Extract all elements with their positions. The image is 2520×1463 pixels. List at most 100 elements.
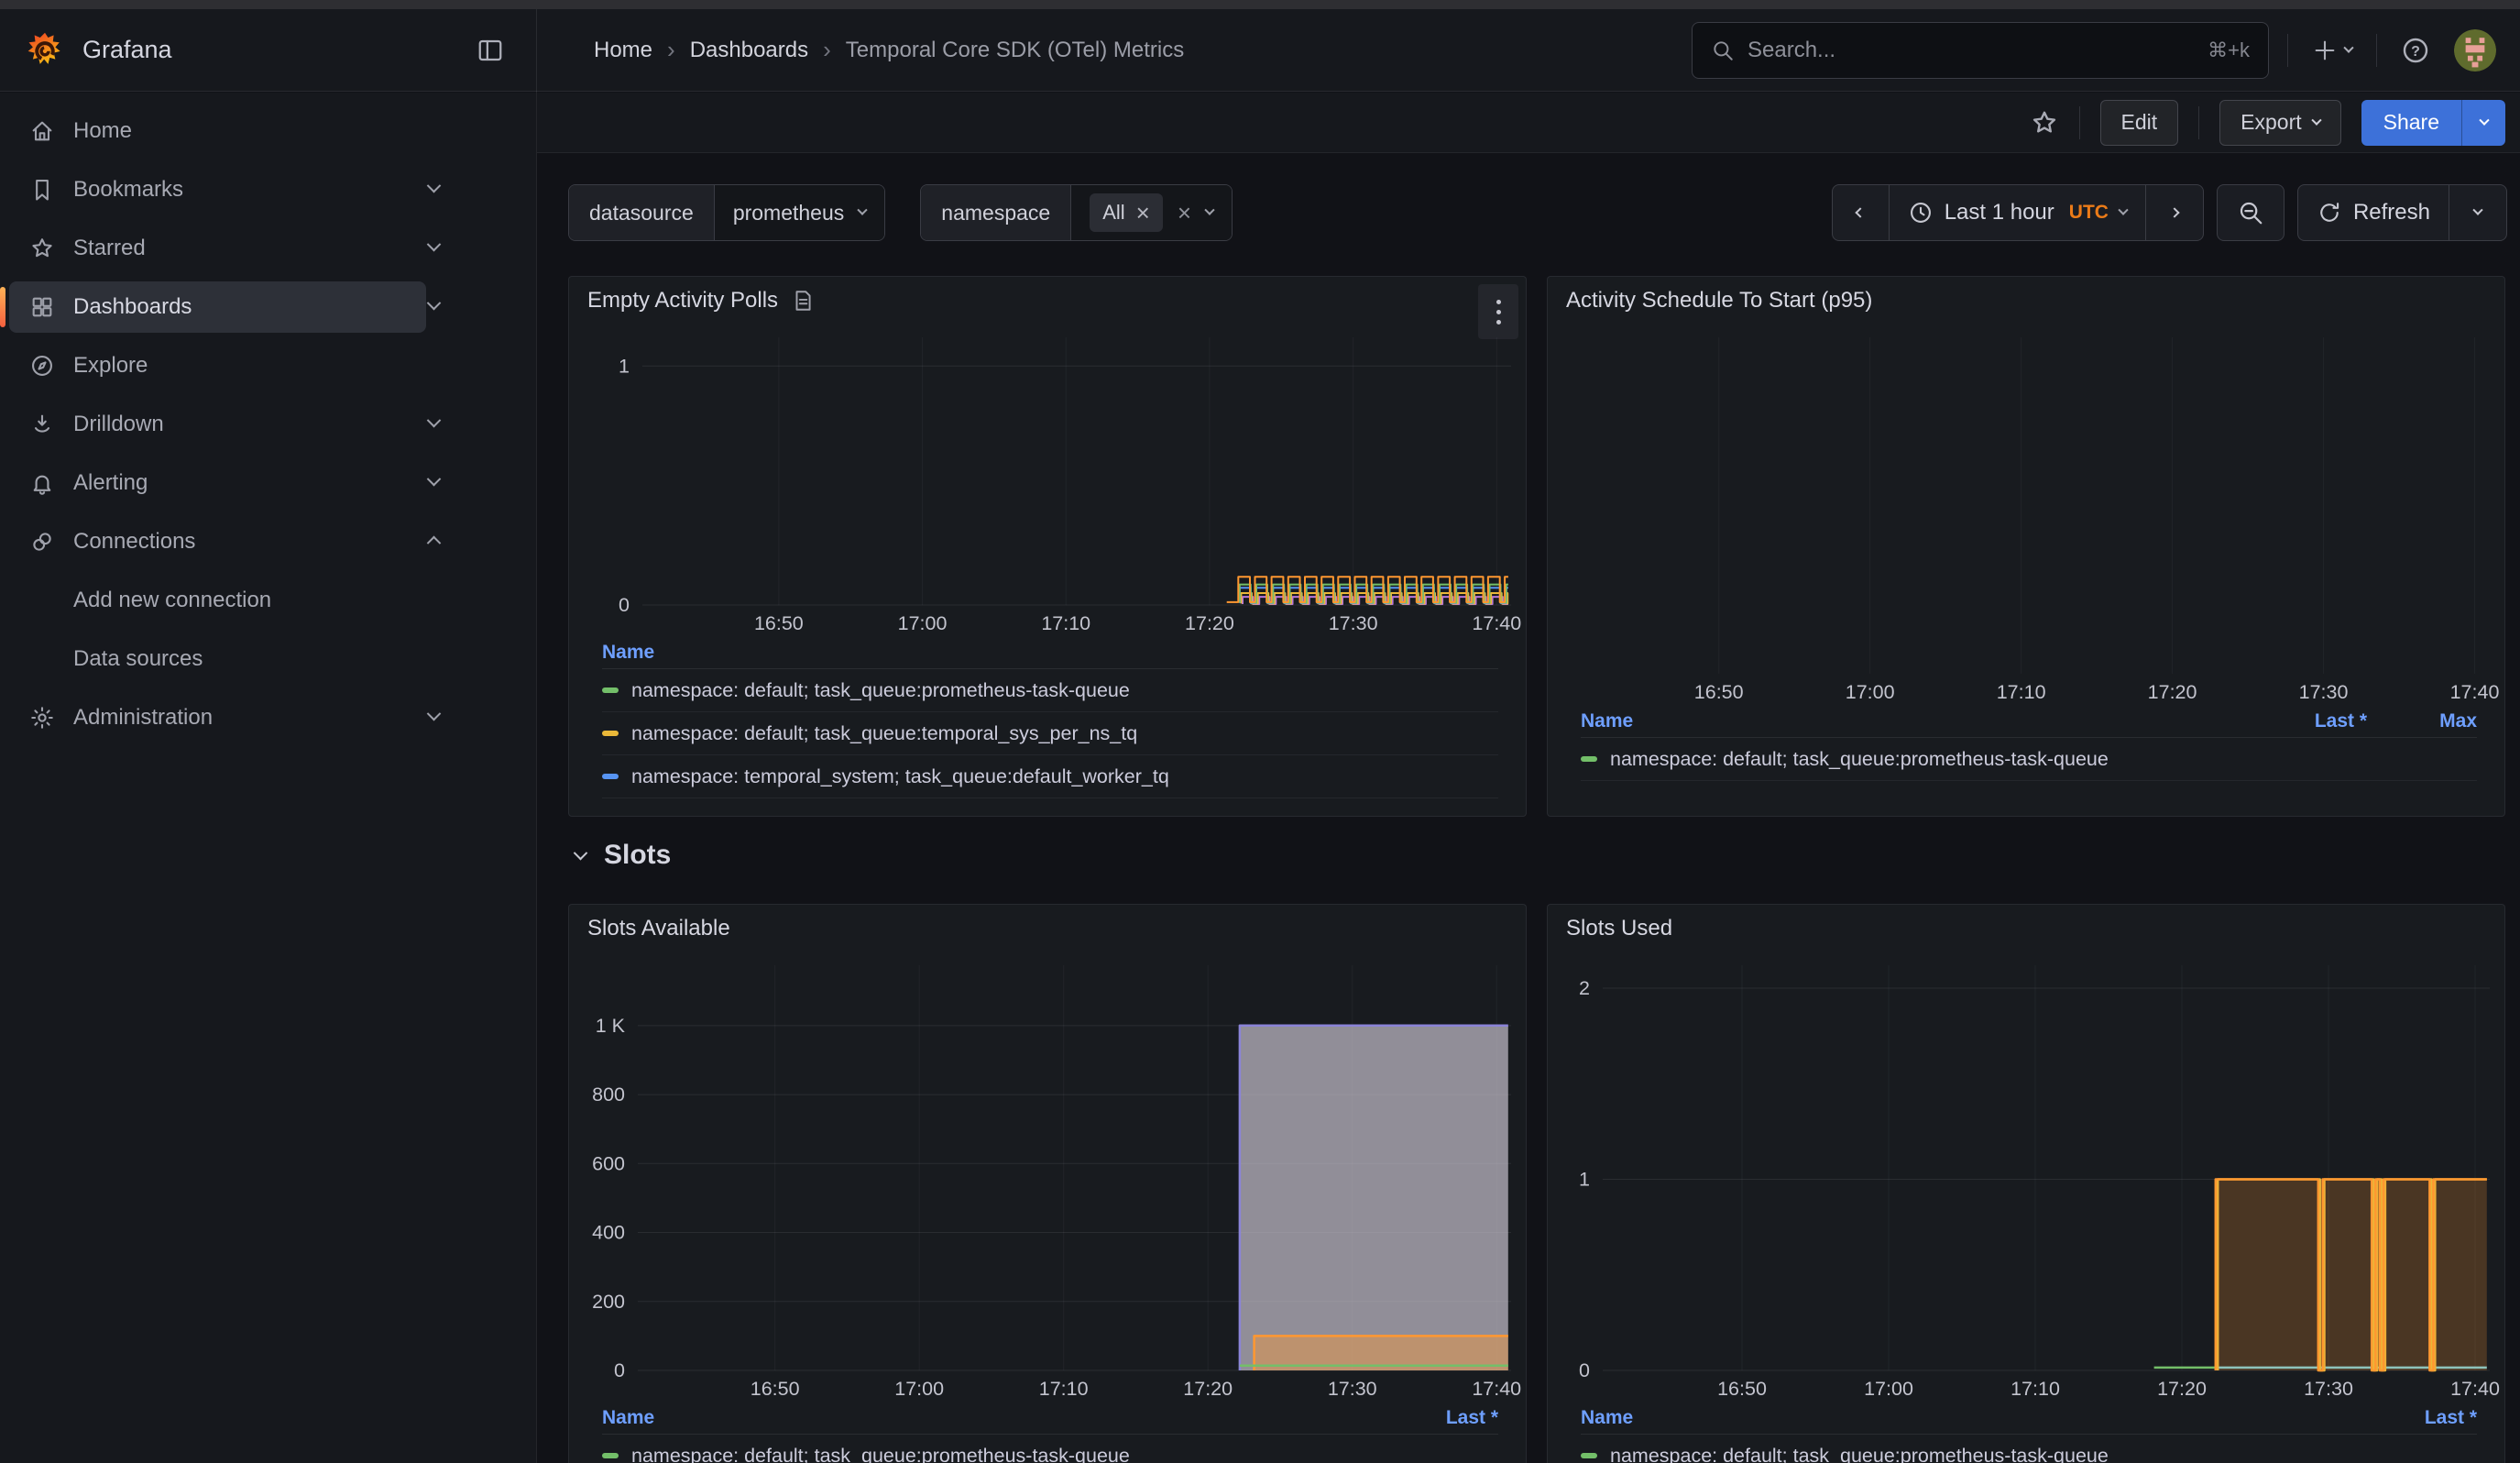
help-button[interactable]: ? (2395, 30, 2436, 71)
breadcrumb-current: Temporal Core SDK (OTel) Metrics (845, 37, 1185, 62)
panel-title[interactable]: Activity Schedule To Start (p95) (1566, 288, 1873, 313)
sidebar-item-connections[interactable]: Connections (0, 512, 536, 571)
chart-empty-activity-polls: 1 0 16:50 17:00 17:10 17:20 17:30 17:40 (569, 324, 1526, 636)
svg-text:2: 2 (1579, 977, 1590, 999)
sidebar-toggle-icon[interactable] (477, 37, 504, 64)
grafana-logo[interactable] (26, 31, 64, 70)
divider (2376, 33, 2377, 67)
chart-slots-available: 1 K 800 600 400 200 0 16:50 17:00 17:10 17:20 17:3… (569, 952, 1526, 1402)
svg-text:17:30: 17:30 (1329, 612, 1378, 634)
edit-button[interactable]: Edit (2099, 99, 2179, 146)
star-dashboard-icon[interactable] (2030, 108, 2059, 138)
panel-title[interactable]: Slots Available (587, 916, 730, 940)
dashboard-content: Edit Export Share datasource prometheus (537, 93, 2520, 1463)
legend-column-name[interactable]: Name (602, 1406, 655, 1428)
share-button[interactable]: Share (2361, 99, 2461, 146)
panel-slots-used: Slots Used 2 1 0 16:50 17:00 17:10 17:20 17:30 1… (1547, 904, 2505, 1463)
panel-menu-button[interactable] (1478, 284, 1518, 339)
legend-column-last[interactable]: Last * (2314, 710, 2367, 732)
share-button-group: Share (2361, 99, 2505, 146)
sidebar-item-home[interactable]: Home (0, 102, 536, 160)
series-color-pill[interactable] (1581, 756, 1597, 762)
panel-title[interactable]: Empty Activity Polls (587, 288, 779, 313)
series-color-pill[interactable] (1581, 1453, 1597, 1458)
sidebar-item-drilldown[interactable]: Drilldown (0, 395, 536, 454)
time-shift-back-button[interactable] (1833, 185, 1890, 240)
star-icon (29, 236, 55, 261)
sidebar-item-starred[interactable]: Starred (0, 219, 536, 278)
legend-column-name[interactable]: Name (1581, 1406, 1634, 1428)
svg-text:17:20: 17:20 (1185, 612, 1234, 634)
panel-empty-activity-polls: Empty Activity Polls 1 0 16:50 17:00 17:10 17… (568, 276, 1527, 817)
breadcrumb: Home › Dashboards › Temporal Core SDK (O… (537, 36, 1184, 64)
sidebar-item-administration[interactable]: Administration (0, 688, 536, 747)
chevron-down-icon (426, 295, 442, 311)
legend-column-max[interactable]: Max (2439, 710, 2477, 732)
series-name[interactable]: namespace: default; task_queue:prometheu… (631, 678, 1130, 701)
sidebar-item-add-new-connection[interactable]: Add new connection (73, 588, 272, 612)
breadcrumb-home[interactable]: Home (594, 37, 653, 62)
svg-text:?: ? (2411, 44, 2420, 60)
time-shift-forward-button[interactable] (2146, 185, 2203, 240)
remove-chip-icon[interactable]: × (1135, 199, 1150, 226)
compass-icon (29, 353, 55, 379)
export-button[interactable]: Export (2219, 99, 2341, 146)
chart-activity-schedule-to-start: 16:50 17:00 17:10 17:20 17:30 17:40 (1548, 324, 2504, 705)
chevron-down-icon (426, 471, 442, 487)
legend-column-name[interactable]: Name (602, 641, 655, 663)
series-color-pill[interactable] (602, 774, 619, 779)
time-range-picker[interactable]: Last 1 hour UTC (1890, 185, 2146, 240)
legend-column-last[interactable]: Last * (2424, 1406, 2477, 1428)
divider (2078, 105, 2080, 139)
share-dropdown-button[interactable] (2461, 99, 2505, 146)
svg-text:17:40: 17:40 (1472, 612, 1521, 634)
refresh-interval-dropdown[interactable] (2449, 185, 2506, 240)
sidebar-item-data-sources[interactable]: Data sources (73, 646, 203, 671)
series-name[interactable]: namespace: temporal_system; task_queue:d… (631, 764, 1169, 787)
series-name[interactable]: namespace: default; task_queue:prometheu… (1610, 1444, 2109, 1463)
active-indicator (0, 287, 5, 327)
svg-text:17:40: 17:40 (2450, 681, 2500, 703)
search-shortcut: ⌘+k (2208, 38, 2250, 61)
sidebar-item-dashboards[interactable]: Dashboards (0, 278, 536, 336)
panel-description-icon[interactable] (791, 289, 815, 313)
series-name[interactable]: namespace: default; task_queue:temporal_… (631, 721, 1138, 744)
svg-text:17:30: 17:30 (2299, 681, 2349, 703)
legend-column-name[interactable]: Name (1581, 710, 1634, 732)
sidebar-item-explore[interactable]: Explore (0, 336, 536, 395)
legend-header: Name Last * (602, 1402, 1498, 1435)
divider (2198, 105, 2200, 139)
section-slots-toggle[interactable]: Slots (573, 840, 671, 871)
user-avatar[interactable] (2454, 28, 2496, 72)
chevron-down-icon (2472, 204, 2483, 215)
series-name[interactable]: namespace: default; task_queue:prometheu… (1610, 747, 2109, 770)
series-color-pill[interactable] (602, 731, 619, 736)
sidebar-item-alerting[interactable]: Alerting (0, 454, 536, 512)
sidebar-item-bookmarks[interactable]: Bookmarks (0, 160, 536, 219)
series-name[interactable]: namespace: default; task_queue:prometheu… (631, 1444, 1130, 1463)
time-range-group: Last 1 hour UTC (1831, 184, 2204, 241)
dashboard-toolbar: Edit Export Share (537, 93, 2520, 153)
variables-bar: datasource prometheus namespace All × × (568, 184, 2507, 241)
zoom-out-time-button[interactable] (2216, 184, 2284, 241)
panel-title[interactable]: Slots Used (1566, 916, 1673, 940)
series-color-pill[interactable] (602, 688, 619, 693)
drilldown-icon (29, 412, 55, 437)
legend-column-last[interactable]: Last * (1445, 1406, 1498, 1428)
namespace-select[interactable]: All × × (1071, 185, 1233, 240)
svg-text:17:40: 17:40 (2450, 1378, 2500, 1400)
chevron-right-icon (2169, 207, 2180, 218)
breadcrumb-dashboards[interactable]: Dashboards (689, 37, 809, 62)
add-new-button[interactable] (2306, 32, 2358, 69)
namespace-chip-all[interactable]: All × (1090, 193, 1163, 232)
search-input[interactable]: Search... ⌘+k (1692, 21, 2269, 79)
refresh-button[interactable]: Refresh (2298, 185, 2449, 240)
panel-header: Activity Schedule To Start (p95) (1548, 277, 2504, 324)
sidebar-divider (536, 9, 537, 1463)
clear-selection-icon[interactable]: × (1177, 199, 1192, 226)
apps-icon (29, 294, 55, 320)
series-color-pill[interactable] (602, 1453, 619, 1458)
datasource-select[interactable]: prometheus (714, 185, 885, 240)
chevron-down-icon (857, 204, 868, 215)
svg-text:1 K: 1 K (596, 1015, 626, 1037)
